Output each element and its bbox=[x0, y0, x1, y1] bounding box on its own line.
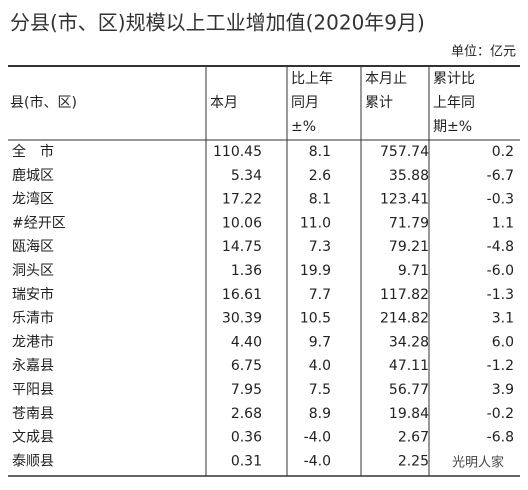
value-cell: -1.3 bbox=[487, 287, 514, 303]
column-header: 同月 bbox=[291, 95, 319, 111]
value-cell: 5.34 bbox=[231, 168, 262, 184]
column-header: 期±% bbox=[433, 119, 472, 135]
value-cell: 14.75 bbox=[222, 239, 262, 255]
column-header: 县(市、区) bbox=[10, 94, 77, 111]
value-cell: 79.21 bbox=[389, 239, 429, 255]
value-cell: 16.61 bbox=[222, 287, 262, 303]
value-cell: 19.84 bbox=[389, 406, 429, 422]
value-cell: 757.74 bbox=[380, 144, 429, 160]
region-cell: 乐清市 bbox=[12, 310, 54, 327]
region-cell: 瑞安市 bbox=[12, 286, 54, 303]
value-cell: 4.40 bbox=[231, 334, 262, 350]
value-cell: 7.7 bbox=[309, 287, 331, 303]
value-cell: 2.25 bbox=[398, 453, 429, 469]
value-cell: 0.2 bbox=[492, 144, 514, 160]
value-cell: 35.88 bbox=[389, 168, 429, 184]
value-cell: 214.82 bbox=[380, 311, 429, 327]
value-cell: 3.9 bbox=[492, 382, 514, 398]
value-cell: 19.9 bbox=[300, 263, 331, 279]
column-header: 累计比 bbox=[433, 71, 475, 87]
value-cell: 9.7 bbox=[309, 334, 331, 350]
value-cell: 2.68 bbox=[231, 406, 262, 422]
value-cell: 11.0 bbox=[300, 215, 331, 231]
region-cell: #经开区 bbox=[12, 215, 66, 231]
region-cell: 龙湾区 bbox=[12, 191, 54, 208]
value-cell: 0.31 bbox=[231, 453, 262, 469]
value-cell: -0.3 bbox=[487, 192, 514, 208]
value-cell: 9.71 bbox=[398, 263, 429, 279]
value-cell: 8.1 bbox=[309, 192, 331, 208]
watermark: 光明人家 bbox=[452, 455, 504, 471]
value-cell: 71.79 bbox=[389, 215, 429, 231]
column-header: 累计 bbox=[365, 95, 393, 111]
value-cell: 56.77 bbox=[389, 382, 429, 398]
value-cell: 123.41 bbox=[380, 192, 429, 208]
column-header: 本月止 bbox=[365, 71, 407, 87]
value-cell: 3.1 bbox=[492, 311, 514, 327]
value-cell: 47.11 bbox=[389, 358, 429, 374]
value-cell: -4.0 bbox=[304, 453, 331, 469]
region-cell: 龙港市 bbox=[12, 333, 54, 350]
region-cell: 永嘉县 bbox=[12, 358, 54, 374]
region-cell: 瓯海区 bbox=[12, 239, 54, 255]
region-cell: 泰顺县 bbox=[12, 453, 54, 469]
value-cell: -0.2 bbox=[487, 406, 514, 422]
value-cell: 30.39 bbox=[222, 311, 262, 327]
value-cell: -6.7 bbox=[487, 168, 514, 184]
rules bbox=[8, 65, 520, 477]
value-cell: 34.28 bbox=[389, 334, 429, 350]
value-cell: 10.5 bbox=[300, 311, 331, 327]
value-cell: 7.5 bbox=[309, 382, 331, 398]
value-cell: 4.0 bbox=[309, 358, 331, 374]
value-cell: 0.36 bbox=[231, 430, 262, 446]
value-cell: 7.95 bbox=[231, 382, 262, 398]
title: 分县(市、区)规模以上工业增加值(2020年9月) bbox=[10, 11, 425, 35]
unit: 单位：亿元 bbox=[451, 45, 516, 60]
value-cell: 110.45 bbox=[213, 144, 262, 160]
value-cell: 117.82 bbox=[380, 287, 429, 303]
column-header: 比上年 bbox=[291, 71, 333, 87]
value-cell: 6.75 bbox=[231, 358, 262, 374]
region-cell: 鹿城区 bbox=[12, 167, 54, 184]
value-cell: 8.1 bbox=[309, 144, 331, 160]
value-cell: 2.67 bbox=[398, 430, 429, 446]
region-cell: 洞头区 bbox=[12, 263, 54, 279]
value-cell: 2.6 bbox=[309, 168, 331, 184]
value-cell: 6.0 bbox=[492, 334, 514, 350]
value-cell: 10.06 bbox=[222, 215, 262, 231]
value-cell: 8.9 bbox=[309, 406, 331, 422]
column-header: 上年同 bbox=[433, 95, 475, 111]
value-cell: -6.8 bbox=[487, 430, 514, 446]
value-cell: -6.0 bbox=[487, 263, 514, 279]
value-cell: 1.1 bbox=[492, 215, 514, 231]
region-cell: 平阳县 bbox=[12, 382, 54, 398]
value-cell: -4.0 bbox=[304, 430, 331, 446]
region-cell: 文成县 bbox=[12, 430, 54, 446]
region-cell: 全 市 bbox=[12, 143, 54, 160]
value-cell: 17.22 bbox=[222, 192, 262, 208]
column-header: ±% bbox=[291, 119, 316, 135]
value-cell: 7.3 bbox=[309, 239, 331, 255]
value-cell: 1.36 bbox=[231, 263, 262, 279]
value-cell: -4.8 bbox=[487, 239, 514, 255]
region-cell: 苍南县 bbox=[12, 406, 54, 422]
value-cell: -1.2 bbox=[487, 358, 514, 374]
column-header: 本月 bbox=[210, 95, 238, 111]
